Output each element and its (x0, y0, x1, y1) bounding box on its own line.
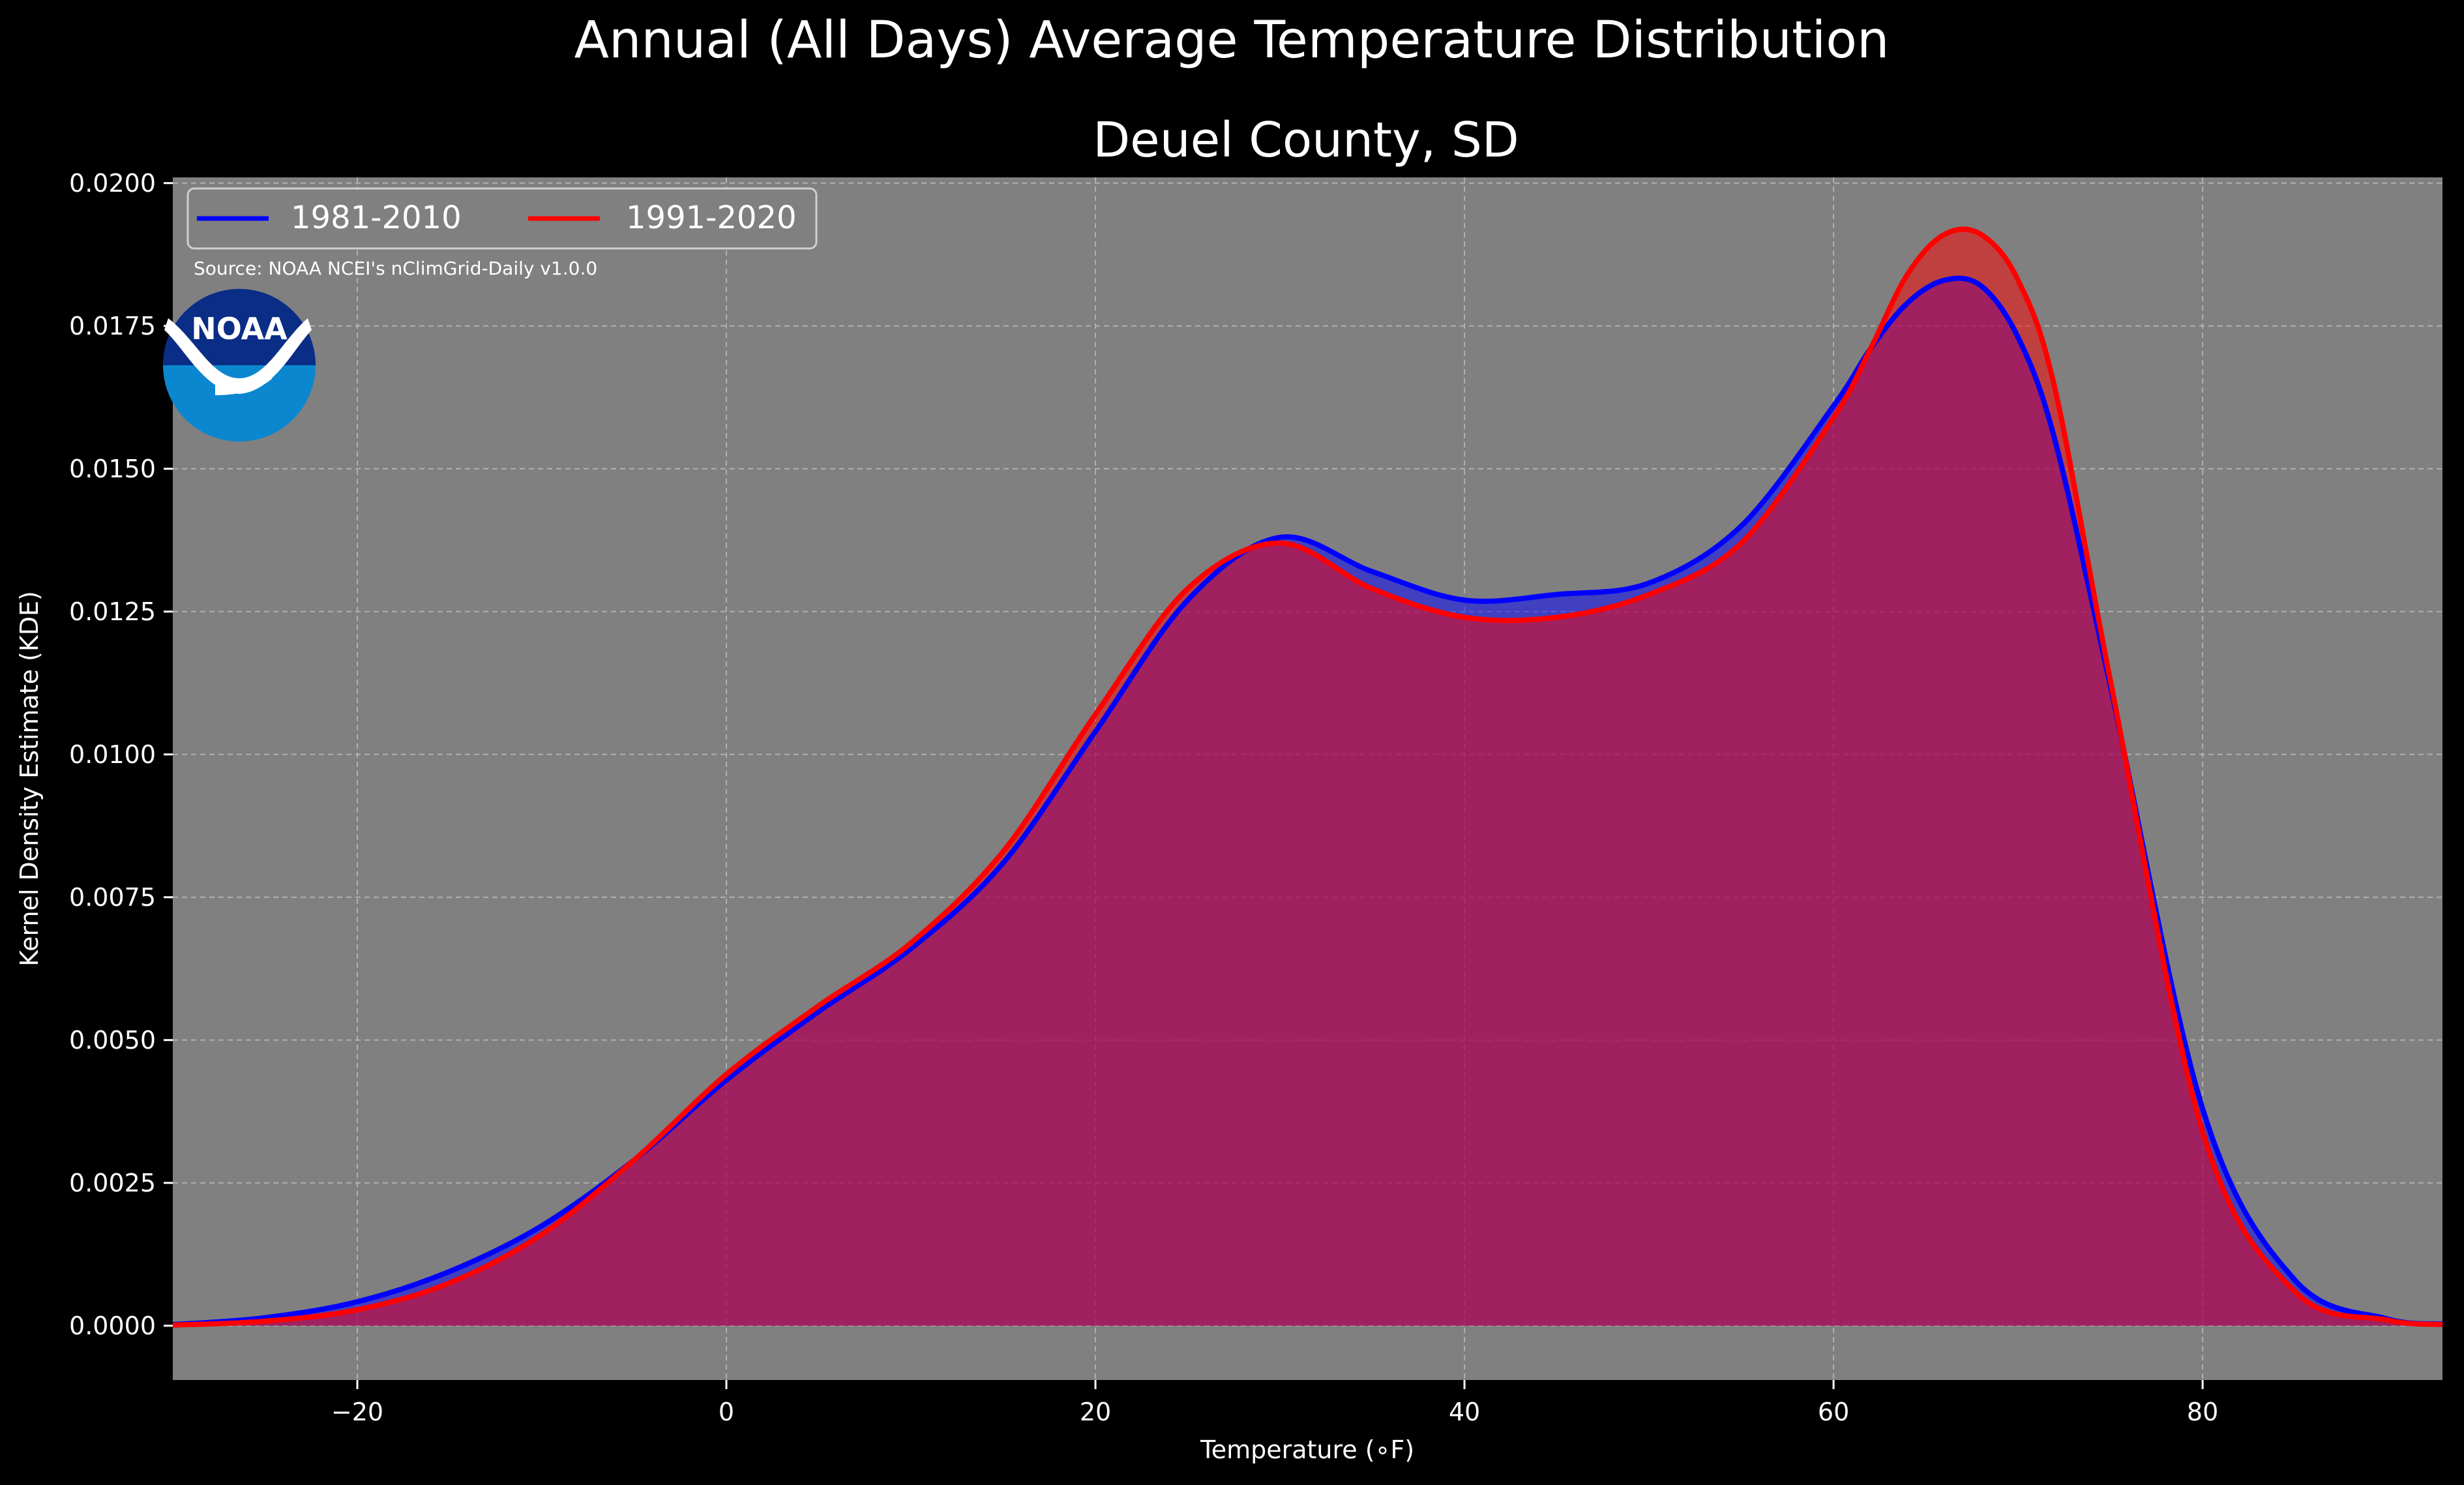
x-tick-label: −20 (331, 1398, 383, 1426)
y-tick-label: 0.0075 (69, 883, 156, 912)
noaa-logo: NOAA (163, 289, 316, 442)
x-axis-label: Temperature (∘F) (1200, 1435, 1414, 1464)
legend-label-1981-2010: 1981-2010 (291, 200, 462, 236)
y-tick-label: 0.0200 (69, 169, 156, 198)
y-tick-label: 0.0000 (69, 1312, 156, 1340)
x-tick-label: 20 (1080, 1398, 1111, 1426)
y-tick-label: 0.0025 (69, 1169, 156, 1197)
legend-box (186, 187, 818, 250)
source-note: Source: NOAA NCEI's nClimGrid-Daily v1.0… (194, 258, 597, 279)
series-1991-2020-line (172, 226, 2443, 1328)
y-tick-label: 0.0050 (69, 1026, 156, 1055)
legend-label-1991-2020: 1991-2020 (626, 200, 797, 236)
y-tick-label: 0.0150 (69, 455, 156, 483)
noaa-logo-text: NOAA (191, 311, 288, 346)
series-layer (172, 226, 2443, 1328)
x-tick-label: 80 (2187, 1398, 2218, 1426)
x-tick-label: 0 (719, 1398, 734, 1426)
series-1991-2020-area (173, 229, 2442, 1326)
y-axis-ticks: 0.0000 0.0025 0.0050 0.0075 0.0100 0.0125 0.01… (69, 169, 173, 1340)
x-tick-label: 40 (1449, 1398, 1480, 1426)
chart-title: Deuel County, SD (1093, 112, 1519, 168)
legend: 1981-2010 1991-2020 (186, 187, 818, 250)
y-tick-label: 0.0100 (69, 740, 156, 769)
figure-suptitle: Annual (All Days) Average Temperature Di… (574, 11, 1890, 70)
y-tick-label: 0.0125 (69, 597, 156, 626)
y-axis-label: Kernel Density Estimate (KDE) (15, 591, 44, 967)
x-axis-ticks: −20 0 20 40 60 80 (331, 1380, 2218, 1426)
x-tick-label: 60 (1818, 1398, 1849, 1426)
y-tick-label: 0.0175 (69, 312, 156, 340)
